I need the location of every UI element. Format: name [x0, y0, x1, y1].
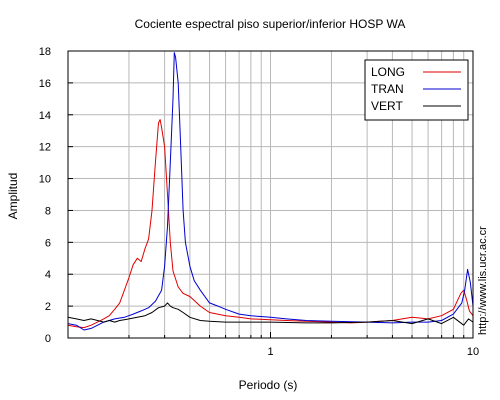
legend-box	[364, 59, 469, 121]
x-axis-label: Periodo (s)	[239, 378, 298, 392]
x-tick-label: 10	[467, 346, 479, 358]
series-line-vert	[67, 302, 474, 326]
legend-label-vert: VERT	[371, 99, 403, 113]
chart-title: Cociente espectral piso superior/inferio…	[135, 17, 406, 31]
y-tick-label: 18	[39, 46, 51, 58]
y-tick-label: 6	[45, 237, 51, 249]
y-tick-label: 8	[45, 205, 51, 217]
y-tick-label: 2	[45, 301, 51, 313]
legend: LONG TRAN VERT	[364, 59, 469, 121]
y-tick-label: 4	[45, 269, 51, 281]
series-line-tran	[67, 52, 474, 331]
axis-ticks: 0 2 4 6 8 10 12 14 16 18 1 10	[39, 46, 479, 358]
legend-label-tran: TRAN	[371, 82, 404, 96]
series-lines	[67, 52, 474, 331]
y-tick-label: 0	[45, 333, 51, 345]
y-tick-label: 10	[39, 174, 51, 186]
legend-label-long: LONG	[371, 65, 405, 79]
y-tick-label: 14	[39, 110, 51, 122]
series-line-long	[67, 119, 474, 329]
y-axis-label: Amplitud	[6, 173, 20, 220]
y-tick-label: 12	[39, 142, 51, 154]
watermark-url: http://www.lis.ucr.ac.cr	[477, 226, 489, 335]
x-tick-label: 1	[267, 346, 273, 358]
grid-lines	[68, 51, 473, 338]
y-tick-label: 16	[39, 78, 51, 90]
